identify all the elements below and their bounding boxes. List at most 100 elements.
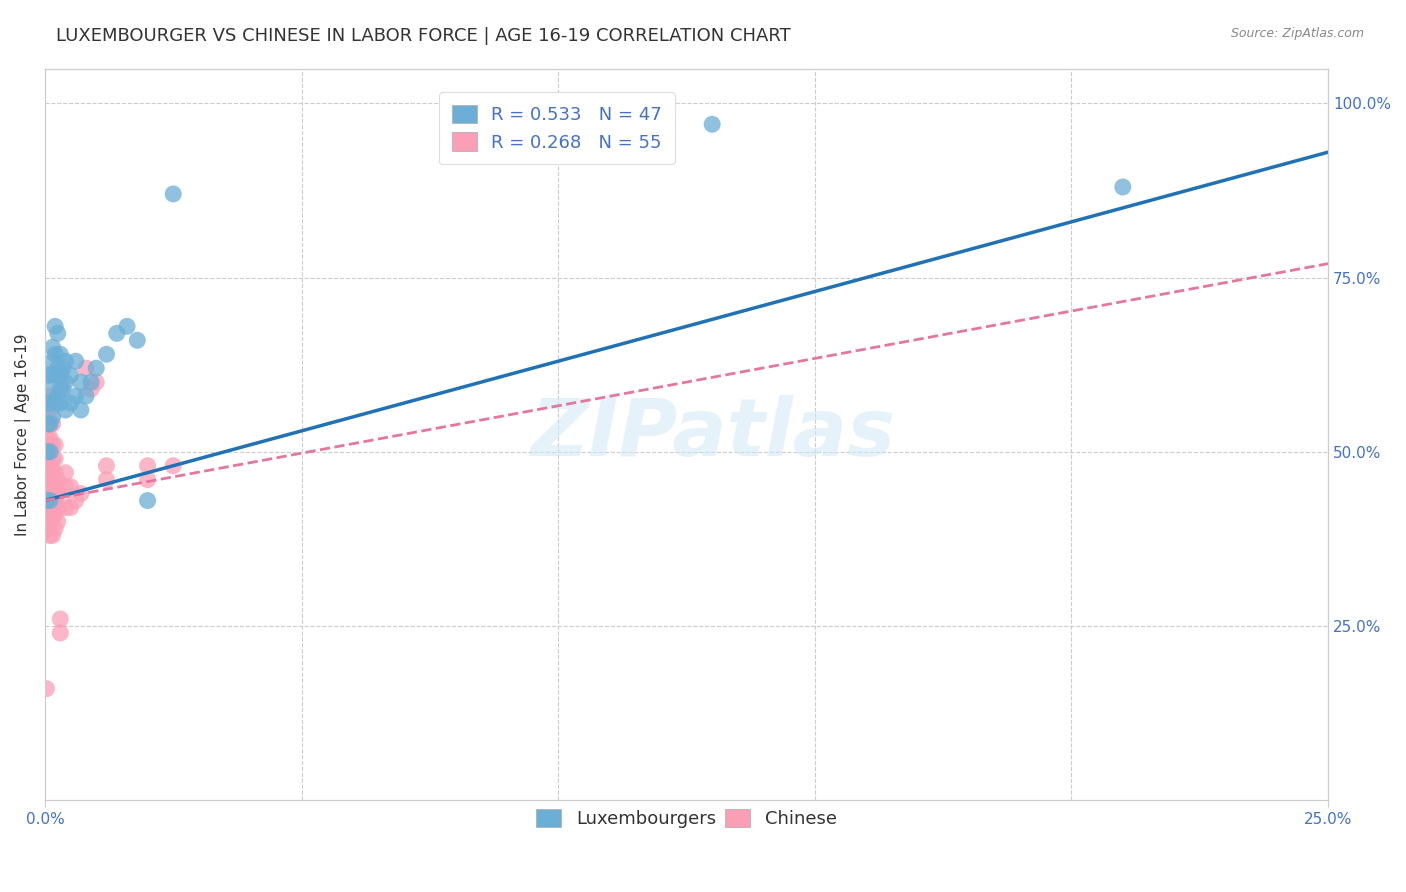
- Point: [55, 375, 77, 389]
- Point: [44, 368, 66, 383]
- Point: [46, 515, 69, 529]
- Point: [39, 500, 62, 515]
- Point: [39, 444, 62, 458]
- Point: [69, 375, 91, 389]
- Point: [49, 347, 72, 361]
- Point: [39, 458, 62, 473]
- Point: [46, 361, 69, 376]
- Point: [46, 473, 69, 487]
- Point: [44, 396, 66, 410]
- Point: [44, 438, 66, 452]
- Point: [105, 326, 128, 341]
- Point: [41, 417, 63, 431]
- Y-axis label: In Labor Force | Age 16-19: In Labor Force | Age 16-19: [15, 333, 31, 535]
- Point: [136, 458, 159, 473]
- Point: [49, 612, 72, 626]
- Point: [41, 480, 63, 494]
- Point: [37, 473, 59, 487]
- Point: [39, 515, 62, 529]
- Point: [136, 473, 159, 487]
- Point: [44, 521, 66, 535]
- Point: [39, 486, 62, 500]
- Point: [39, 389, 62, 403]
- Point: [84, 375, 107, 389]
- Point: [41, 528, 63, 542]
- Point: [55, 480, 77, 494]
- Point: [39, 493, 62, 508]
- Point: [37, 444, 59, 458]
- Point: [37, 521, 59, 535]
- Point: [65, 389, 87, 403]
- Legend: Luxembourgers, Chinese: Luxembourgers, Chinese: [529, 801, 844, 835]
- Point: [35, 681, 58, 696]
- Point: [41, 340, 63, 354]
- Point: [44, 493, 66, 508]
- Point: [49, 368, 72, 383]
- Point: [37, 396, 59, 410]
- Point: [162, 186, 184, 201]
- Point: [59, 500, 82, 515]
- Point: [41, 438, 63, 452]
- Point: [136, 493, 159, 508]
- Point: [49, 382, 72, 396]
- Point: [39, 417, 62, 431]
- Point: [44, 480, 66, 494]
- Point: [44, 451, 66, 466]
- Point: [55, 500, 77, 515]
- Point: [52, 382, 75, 396]
- Point: [41, 354, 63, 368]
- Point: [46, 389, 69, 403]
- Point: [39, 403, 62, 417]
- Point: [162, 458, 184, 473]
- Point: [44, 347, 66, 361]
- Point: [39, 431, 62, 445]
- Point: [69, 403, 91, 417]
- Point: [41, 466, 63, 480]
- Point: [55, 354, 77, 368]
- Point: [41, 493, 63, 508]
- Point: [39, 417, 62, 431]
- Point: [37, 431, 59, 445]
- Point: [127, 333, 149, 347]
- Point: [37, 486, 59, 500]
- Text: Source: ZipAtlas.com: Source: ZipAtlas.com: [1230, 27, 1364, 40]
- Point: [84, 361, 107, 376]
- Point: [115, 319, 138, 334]
- Point: [44, 319, 66, 334]
- Point: [702, 117, 724, 131]
- Point: [41, 451, 63, 466]
- Point: [59, 480, 82, 494]
- Point: [96, 347, 118, 361]
- Point: [41, 409, 63, 424]
- Point: [37, 500, 59, 515]
- Point: [65, 354, 87, 368]
- Point: [1112, 180, 1135, 194]
- Point: [46, 326, 69, 341]
- Point: [46, 500, 69, 515]
- Point: [52, 361, 75, 376]
- Point: [96, 473, 118, 487]
- Point: [96, 458, 118, 473]
- Point: [75, 361, 97, 376]
- Point: [59, 368, 82, 383]
- Point: [41, 508, 63, 522]
- Point: [37, 417, 59, 431]
- Point: [37, 368, 59, 383]
- Point: [39, 473, 62, 487]
- Point: [44, 466, 66, 480]
- Point: [39, 396, 62, 410]
- Point: [46, 486, 69, 500]
- Point: [65, 493, 87, 508]
- Point: [80, 382, 103, 396]
- Point: [59, 396, 82, 410]
- Point: [37, 458, 59, 473]
- Point: [39, 368, 62, 383]
- Text: ZIPatlas: ZIPatlas: [530, 395, 894, 474]
- Point: [80, 375, 103, 389]
- Point: [44, 508, 66, 522]
- Point: [75, 389, 97, 403]
- Point: [55, 466, 77, 480]
- Point: [55, 403, 77, 417]
- Point: [39, 444, 62, 458]
- Point: [39, 528, 62, 542]
